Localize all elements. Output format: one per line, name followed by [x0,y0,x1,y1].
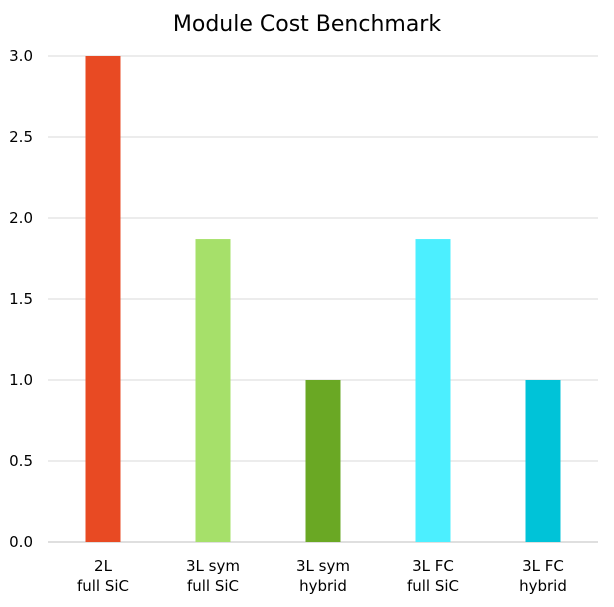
x-tick-label: 3L sym [296,557,350,575]
bar-2 [305,380,341,542]
x-tick-label: full SiC [407,577,459,595]
y-tick-label: 2.5 [9,128,33,146]
x-tick-label: hybrid [519,577,567,595]
y-tick-label: 1.5 [9,290,33,308]
y-tick-label: 0.5 [9,452,33,470]
x-tick-label: 3L FC [522,557,564,575]
x-tick-label: 2L [94,557,113,575]
x-tick-label: 3L FC [412,557,454,575]
y-tick-label: 2.0 [9,209,33,227]
x-tick-label: 3L sym [186,557,240,575]
bar-3 [415,239,451,542]
y-tick-label: 0.0 [9,533,33,551]
x-tick-label: hybrid [299,577,347,595]
bar-1 [195,239,231,542]
bar-0 [85,56,121,542]
y-tick-label: 3.0 [9,47,33,65]
bar-4 [525,380,561,542]
x-tick-label: full SiC [77,577,129,595]
x-tick-label: full SiC [187,577,239,595]
y-tick-label: 1.0 [9,371,33,389]
chart-title: Module Cost Benchmark [173,12,441,37]
